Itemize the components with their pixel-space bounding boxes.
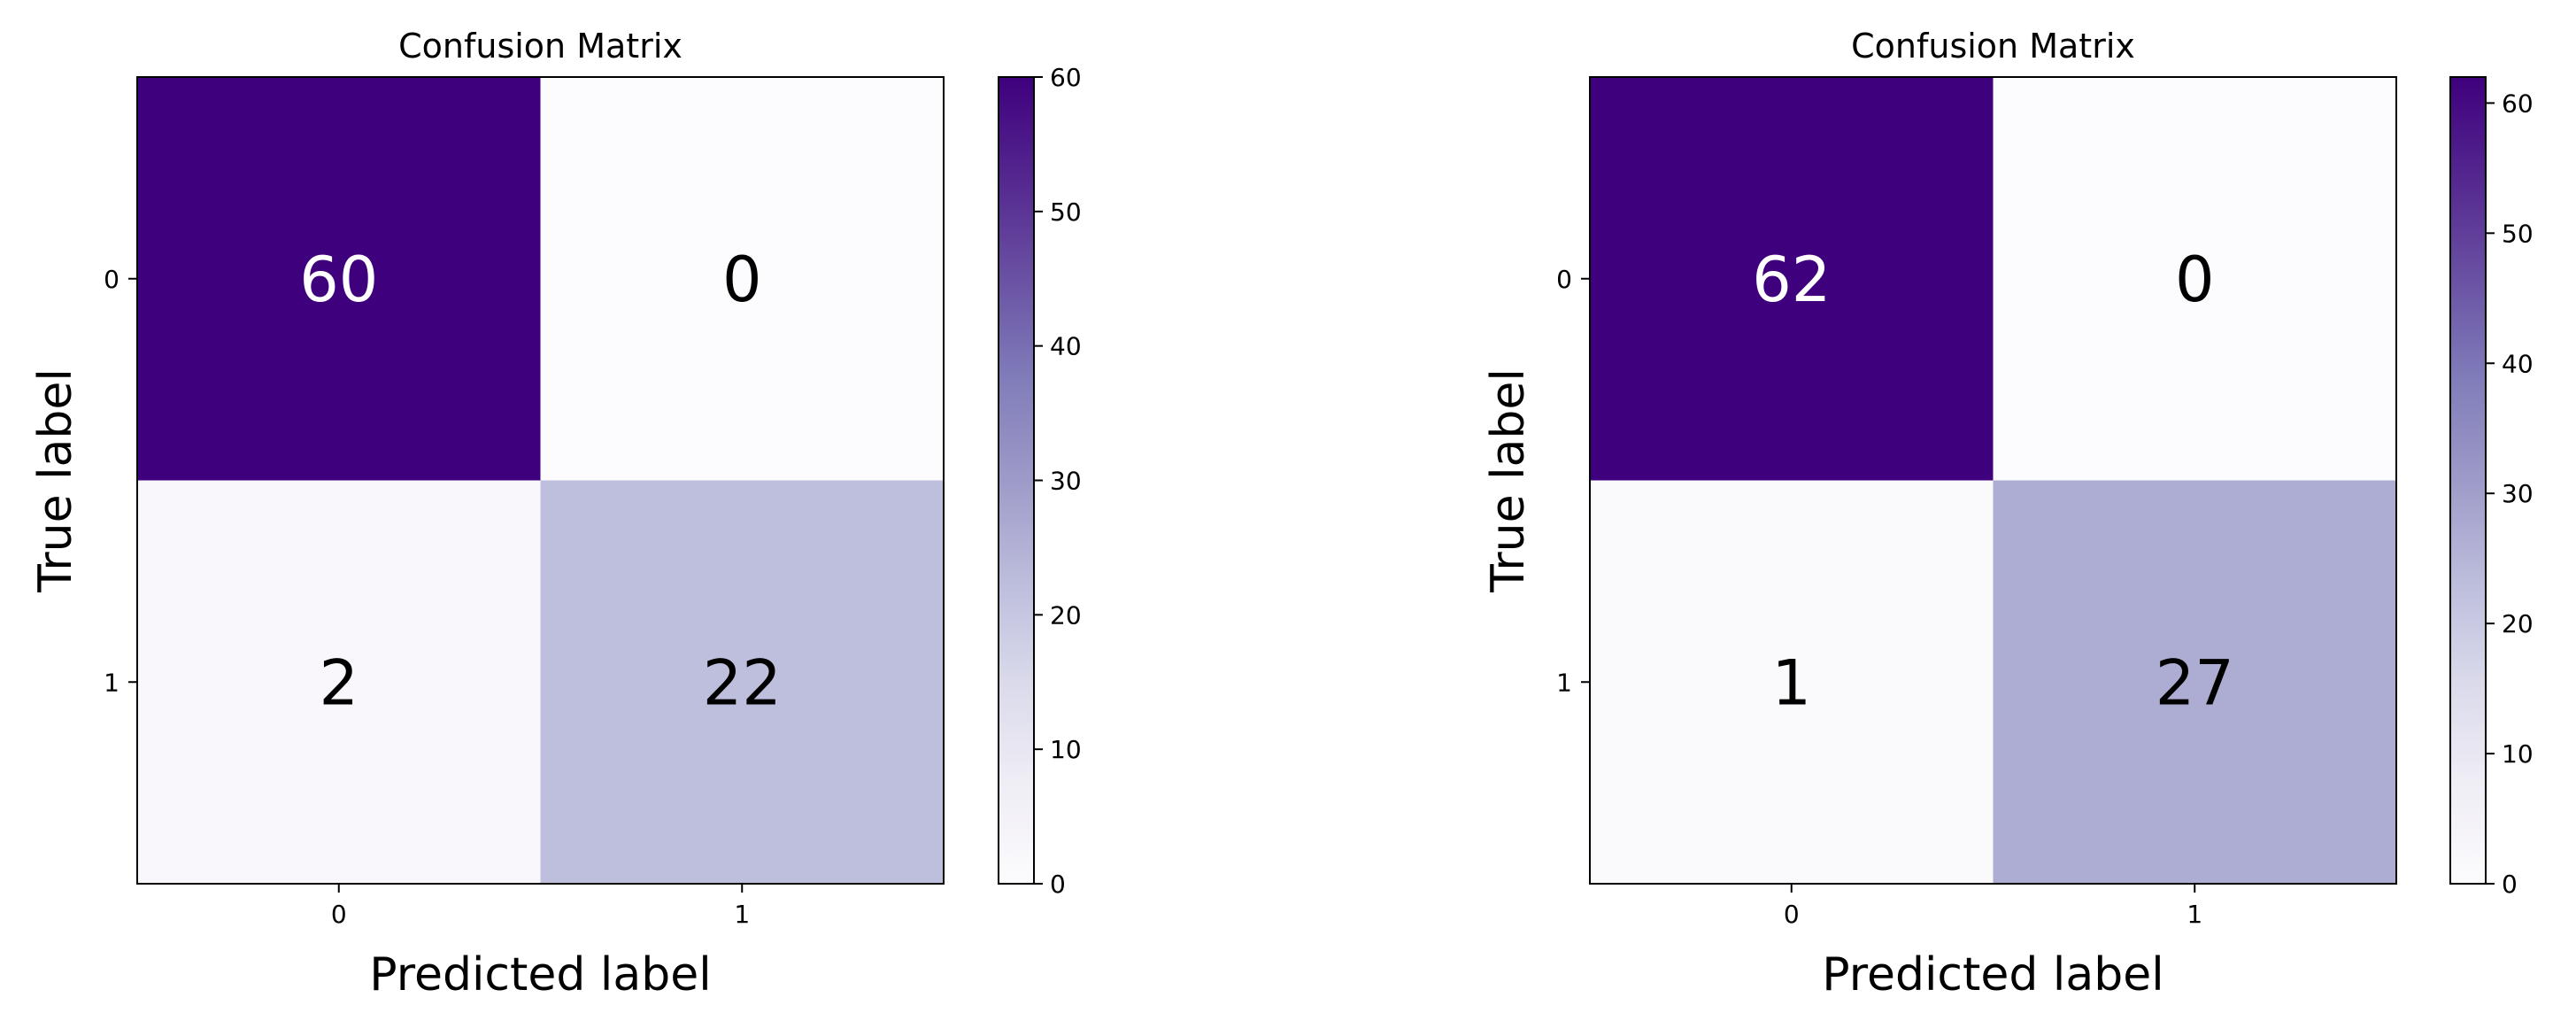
y-tick-label: 0 [104, 265, 120, 294]
heatmap-cell-r0-c0 [137, 77, 541, 481]
x-tick-label: 0 [1784, 900, 1800, 929]
cell-value-r0-c1: 0 [2175, 244, 2215, 316]
y-tick-label: 1 [1556, 668, 1572, 697]
heatmap-cells: 60 02 22 [137, 77, 944, 884]
x-axis-label: Predicted label [1822, 948, 2163, 1001]
colorbar-tick-label: 30 [1050, 467, 1082, 496]
colorbar-tick-label: 50 [1050, 197, 1082, 227]
heatmap-cell-r0-c0 [1590, 77, 1994, 481]
colorbar: 0 10 20 30 40 50 60 [2449, 76, 2534, 899]
colorbar-tick-label: 0 [2502, 870, 2518, 899]
heatmap-cell-r0-c1 [1993, 77, 2396, 481]
colorbar-tick-label: 0 [1050, 870, 1066, 899]
chart-title: Confusion Matrix [398, 27, 683, 66]
heatmap-cell-r1-c1 [540, 480, 944, 884]
colorbar-frame [2449, 76, 2487, 885]
cell-value-r0-c0: 62 [1752, 244, 1831, 316]
cell-value-r1-c1: 22 [703, 646, 782, 719]
colorbar-tick-label: 40 [2502, 349, 2534, 378]
y-tick-label: 0 [1556, 265, 1572, 294]
x-tick-label: 1 [2187, 900, 2202, 929]
colorbar-tick-label: 10 [1050, 735, 1082, 764]
colorbar-tick-label: 40 [1050, 332, 1082, 361]
colorbar-tick-label: 60 [2502, 89, 2534, 118]
colorbar-gradient [999, 77, 1034, 884]
y-axis-label: True label [29, 368, 82, 593]
x-tick-label: 0 [331, 900, 347, 929]
colorbar-gradient [2450, 77, 2486, 884]
heatmap-cell-r1-c1 [1993, 480, 2396, 884]
plot-frame [136, 76, 945, 885]
chart-title: Confusion Matrix [1851, 27, 2135, 66]
heatmap-cell-r1-c0 [1590, 480, 1994, 884]
cell-value-r1-c0: 2 [319, 646, 359, 719]
cell-value-r1-c1: 27 [2156, 646, 2234, 719]
heatmap-cell-r0-c1 [540, 77, 944, 481]
x-tick-label: 1 [734, 900, 750, 929]
y-tick-label: 1 [104, 668, 120, 697]
cell-value-r1-c0: 1 [1771, 646, 1811, 719]
cell-value-r0-c0: 60 [299, 244, 378, 316]
cell-value-r0-c1: 0 [722, 244, 762, 316]
heatmap-cell-r1-c0 [137, 480, 541, 884]
colorbar-tick-label: 20 [1050, 600, 1082, 630]
colorbar-tick-label: 60 [1050, 63, 1082, 92]
colorbar-tick-label: 10 [2502, 739, 2534, 769]
plot-frame [1589, 76, 2397, 885]
colorbar: 0 10 20 30 40 50 60 [998, 63, 1082, 899]
y-axis-label: True label [1482, 368, 1535, 593]
x-axis-label: Predicted label [369, 948, 711, 1001]
colorbar-tick-label: 50 [2502, 219, 2534, 248]
colorbar-tick-label: 20 [2502, 609, 2534, 638]
heatmap-cells: 62 0 1 27 [1590, 77, 2396, 884]
colorbar-tick-label: 30 [2502, 479, 2534, 508]
